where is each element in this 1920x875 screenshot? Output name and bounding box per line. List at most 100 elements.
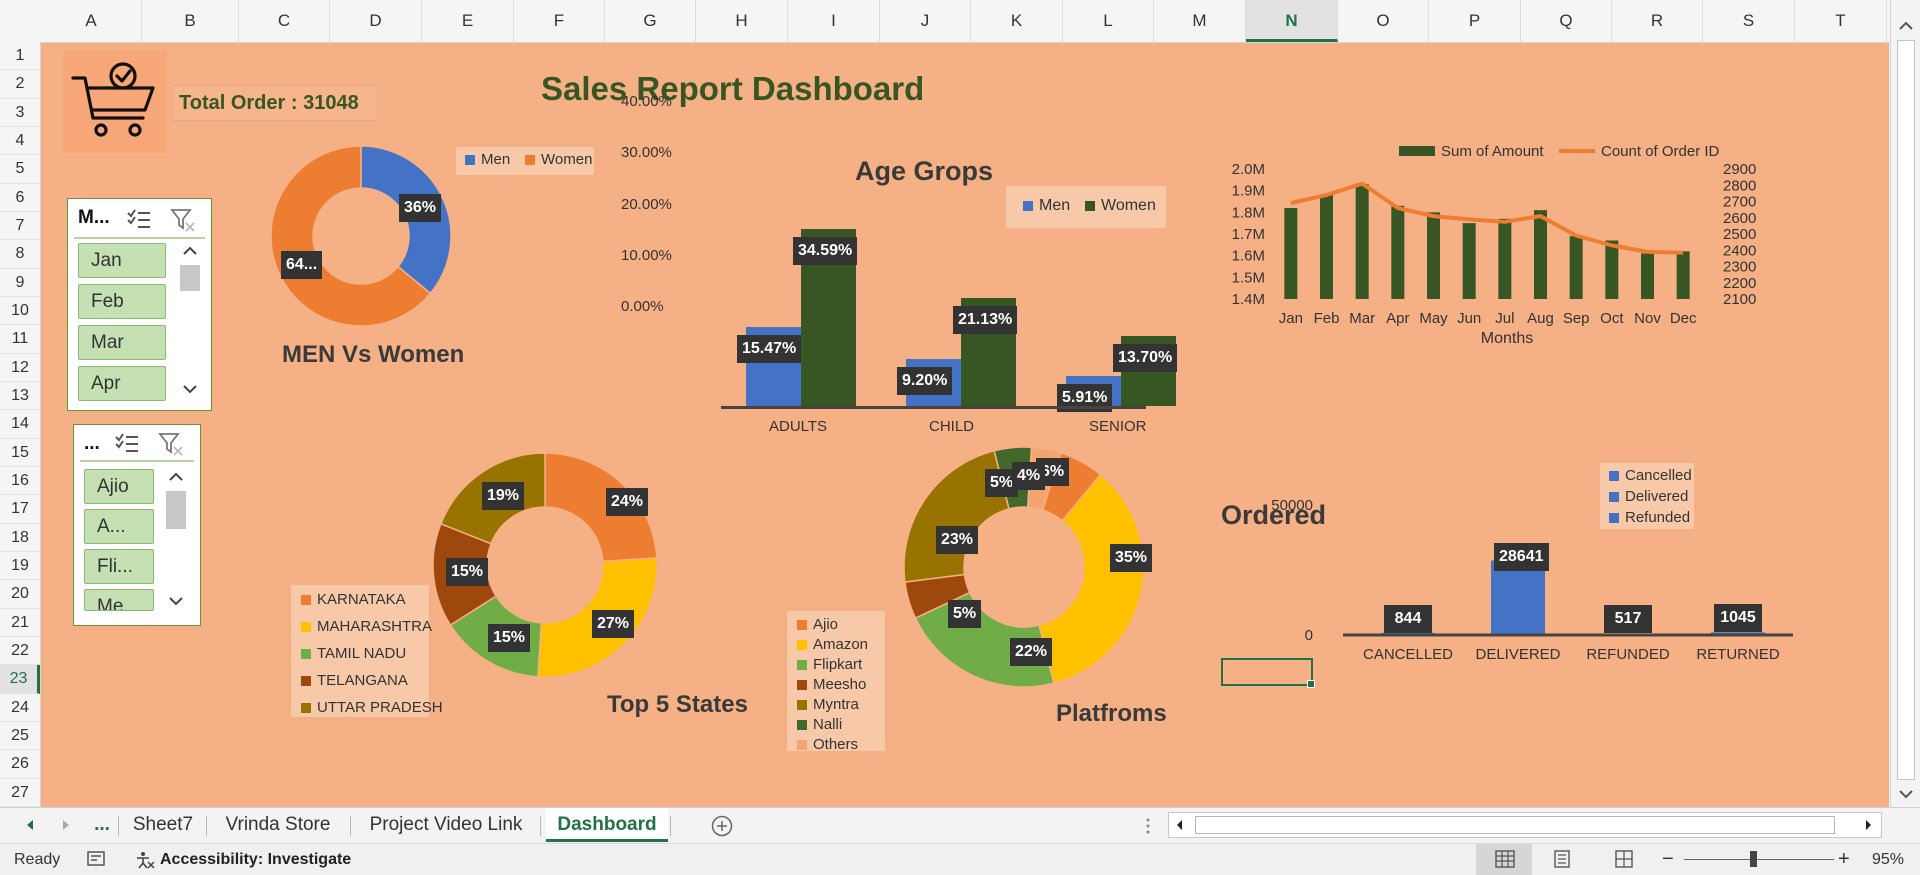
- column-header[interactable]: A: [41, 0, 142, 42]
- row-header[interactable]: 21: [0, 609, 40, 637]
- row-header[interactable]: 18: [0, 524, 40, 552]
- page-break-preview-icon[interactable]: [1614, 850, 1634, 868]
- row-header[interactable]: 19: [0, 552, 40, 581]
- horizontal-scroll-thumb[interactable]: [1195, 816, 1835, 834]
- split-handle-icon[interactable]: [1144, 816, 1152, 836]
- column-header[interactable]: D: [330, 0, 422, 42]
- zoom-level[interactable]: 95%: [1872, 851, 1905, 868]
- row-header[interactable]: 9: [0, 269, 40, 297]
- multi-select-icon[interactable]: [126, 207, 152, 231]
- column-header[interactable]: F: [514, 0, 605, 42]
- column-header[interactable]: B: [142, 0, 239, 42]
- ordered-value-label: 844: [1384, 604, 1432, 633]
- column-header[interactable]: E: [422, 0, 514, 42]
- row-header[interactable]: 3: [0, 99, 40, 127]
- zoom-slider[interactable]: [1684, 859, 1834, 860]
- clear-filter-icon[interactable]: [158, 431, 186, 457]
- macro-record-icon[interactable]: [86, 850, 106, 868]
- scroll-down-icon[interactable]: [178, 381, 202, 397]
- column-header[interactable]: K: [971, 0, 1063, 42]
- row-header[interactable]: 25: [0, 722, 40, 751]
- column-header[interactable]: N: [1246, 0, 1338, 42]
- row-header[interactable]: 2: [0, 70, 40, 99]
- month-item-feb[interactable]: Feb: [78, 284, 166, 319]
- row-header[interactable]: 7: [0, 212, 40, 241]
- column-header[interactable]: H: [696, 0, 788, 42]
- channel-slicer[interactable]: ... Ajio A... Fli... Me...: [73, 424, 201, 626]
- month-item-mar[interactable]: Mar: [78, 325, 166, 360]
- tab-sheet7[interactable]: Sheet7: [132, 814, 194, 835]
- row-header[interactable]: 5: [0, 155, 40, 184]
- more-sheets-button[interactable]: ...: [94, 814, 110, 835]
- channel-slicer-thumb[interactable]: [166, 491, 186, 529]
- normal-view-button[interactable]: [1476, 844, 1532, 875]
- tab-dashboard[interactable]: Dashboard: [546, 808, 668, 842]
- page-layout-icon[interactable]: [1552, 850, 1572, 868]
- row-header[interactable]: 16: [0, 467, 40, 496]
- row-header[interactable]: 24: [0, 694, 40, 722]
- vertical-scrollbar[interactable]: [1890, 0, 1920, 807]
- row-header[interactable]: 20: [0, 580, 40, 609]
- horizontal-scrollbar[interactable]: [1168, 812, 1882, 838]
- column-header[interactable]: G: [605, 0, 696, 42]
- month-item-apr[interactable]: Apr: [78, 366, 166, 401]
- row-header[interactable]: 6: [0, 184, 40, 212]
- scroll-left-icon[interactable]: [1171, 816, 1189, 834]
- row-header[interactable]: 17: [0, 495, 40, 524]
- month-slicer[interactable]: M... Jan Feb Mar Apr: [67, 198, 212, 411]
- column-header[interactable]: M: [1154, 0, 1246, 42]
- scroll-right-icon[interactable]: [1859, 816, 1877, 834]
- prev-sheet-icon[interactable]: [22, 817, 38, 833]
- row-header[interactable]: 11: [0, 325, 40, 354]
- row-header[interactable]: 12: [0, 354, 40, 382]
- zoom-in-button[interactable]: +: [1838, 848, 1850, 870]
- row-header[interactable]: 14: [0, 410, 40, 439]
- column-header[interactable]: P: [1429, 0, 1521, 42]
- scroll-up-icon[interactable]: [178, 243, 202, 259]
- column-header[interactable]: T: [1795, 0, 1887, 42]
- row-header[interactable]: 27: [0, 779, 40, 807]
- row-header[interactable]: 13: [0, 382, 40, 411]
- row-header[interactable]: 23: [0, 665, 40, 694]
- column-header[interactable]: I: [788, 0, 880, 42]
- channel-slicer-scrollbar[interactable]: [164, 469, 188, 619]
- ordered-category-label: CANCELLED: [1363, 646, 1453, 663]
- row-header[interactable]: 22: [0, 637, 40, 666]
- zoom-slider-thumb[interactable]: [1750, 851, 1757, 867]
- tab-project-video-link[interactable]: Project Video Link: [369, 814, 523, 835]
- column-header[interactable]: J: [880, 0, 971, 42]
- month-slicer-scrollbar[interactable]: [178, 243, 202, 401]
- scroll-down-icon[interactable]: [1897, 786, 1915, 802]
- next-sheet-icon[interactable]: [58, 817, 74, 833]
- column-header[interactable]: S: [1703, 0, 1795, 42]
- column-header[interactable]: R: [1612, 0, 1703, 42]
- row-header[interactable]: 10: [0, 297, 40, 326]
- channel-item-ajio[interactable]: Ajio: [84, 469, 154, 504]
- column-header[interactable]: L: [1063, 0, 1154, 42]
- scroll-down-icon[interactable]: [164, 593, 188, 609]
- scroll-up-icon[interactable]: [1897, 18, 1915, 34]
- accessibility-icon[interactable]: [134, 850, 156, 870]
- column-header[interactable]: C: [239, 0, 330, 42]
- multi-select-icon[interactable]: [114, 431, 140, 455]
- row-header[interactable]: 26: [0, 750, 40, 779]
- active-cell[interactable]: [1221, 658, 1315, 688]
- month-item-jan[interactable]: Jan: [78, 243, 166, 278]
- zoom-out-button[interactable]: −: [1662, 848, 1674, 870]
- scroll-up-icon[interactable]: [164, 469, 188, 485]
- channel-item-meesho[interactable]: Me...: [84, 589, 154, 611]
- tab-vrinda-store[interactable]: Vrinda Store: [225, 814, 331, 835]
- channel-item-amazon[interactable]: A...: [84, 509, 154, 544]
- column-header[interactable]: Q: [1521, 0, 1612, 42]
- row-header[interactable]: 15: [0, 439, 40, 467]
- clear-filter-icon[interactable]: [170, 207, 198, 233]
- accessibility-status[interactable]: Accessibility: Investigate: [160, 851, 352, 868]
- column-header[interactable]: O: [1338, 0, 1429, 42]
- channel-item-flipkart[interactable]: Fli...: [84, 549, 154, 584]
- add-sheet-icon[interactable]: [710, 814, 734, 838]
- vertical-scroll-thumb[interactable]: [1897, 40, 1915, 780]
- month-slicer-thumb[interactable]: [180, 265, 200, 291]
- row-header[interactable]: 4: [0, 127, 40, 156]
- row-header[interactable]: 8: [0, 240, 40, 269]
- row-header[interactable]: 1: [0, 42, 40, 71]
